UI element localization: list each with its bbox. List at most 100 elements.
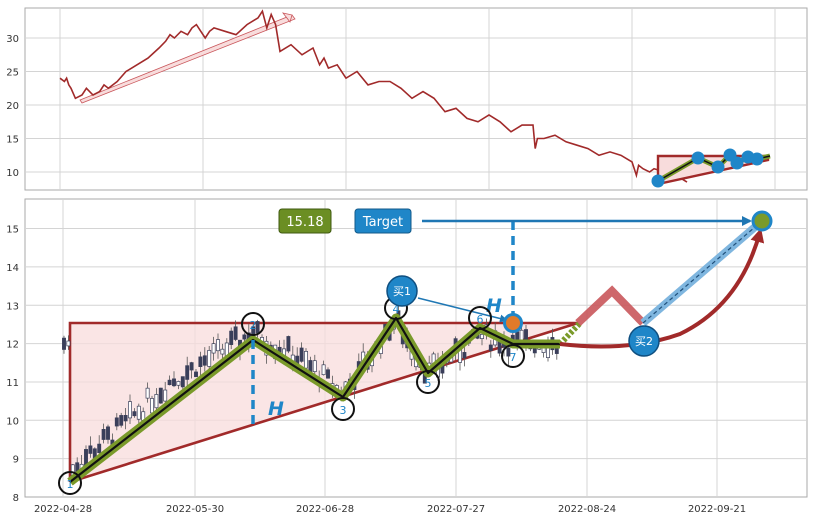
candle-body: [304, 351, 308, 369]
overview-y-tick-label: 20: [6, 101, 19, 112]
candle-body: [106, 426, 110, 440]
candle-body: [163, 389, 168, 402]
overview-point: [691, 151, 705, 165]
overview-y-tick-label: 10: [6, 168, 19, 179]
candle-body: [216, 339, 220, 352]
point-label-5: 5: [425, 377, 432, 390]
candle-body: [66, 340, 71, 347]
candle-body: [233, 326, 238, 340]
point-label-1: 1: [67, 478, 74, 491]
overview-trend-arrowhead: [282, 12, 293, 23]
point-label-6: 6: [477, 313, 484, 326]
point-label-3: 3: [340, 404, 347, 417]
x-tick-label: 2022-06-28: [296, 504, 354, 515]
candle-body: [145, 387, 150, 399]
height-label-1: H: [268, 398, 284, 420]
x-tick-label: 2022-04-28: [34, 504, 92, 515]
y-tick-label: 11: [6, 378, 19, 389]
point-marker-6: [468, 306, 492, 330]
candle-body: [101, 429, 106, 440]
overview-y-tick-label: 25: [6, 68, 19, 79]
candle-body: [158, 387, 163, 404]
point-label-2: 2: [250, 319, 257, 332]
candle-body: [242, 334, 247, 340]
candle-body: [488, 344, 493, 351]
candle-body: [185, 365, 190, 380]
overview-panel: 10 15 20 25 30: [6, 7, 808, 191]
candle-body: [229, 330, 234, 345]
y-tick-label: 12: [6, 340, 19, 351]
support-line: [69, 321, 579, 484]
point-marker-5: [416, 370, 440, 394]
y-tick-label: 15: [6, 225, 19, 236]
candle-body: [506, 347, 511, 357]
candle-body: [326, 369, 330, 379]
buy1-signal: [386, 275, 418, 307]
buy2-signal: [628, 325, 660, 357]
resistance-line: [68, 321, 578, 482]
projection-target-line: [642, 220, 763, 324]
candle-body: [62, 337, 66, 350]
candle-body: [123, 415, 128, 422]
y-tick-label: 14: [6, 263, 19, 274]
x-tick-label: 2022-05-30: [166, 504, 224, 515]
height-label-2: H: [486, 295, 502, 317]
x-tick-label: 2022-08-24: [558, 504, 616, 515]
price-badge-text: 15.18: [286, 215, 323, 230]
target-badge-text: Target: [362, 215, 403, 230]
pattern-x-axis: 2022-04-28 2022-05-30 2022-06-28 2022-07-27…: [34, 504, 746, 515]
overview-point: [750, 152, 764, 166]
candle-body: [198, 356, 203, 367]
candle-body: [132, 411, 137, 417]
candle-body: [88, 445, 93, 454]
point-label-7: 7: [510, 351, 517, 364]
candle-body: [176, 381, 181, 386]
candle-body: [194, 371, 198, 378]
overview-point: [651, 174, 665, 188]
buy1-label: 买1: [393, 285, 411, 298]
candle-body: [462, 352, 467, 359]
candle-body: [119, 415, 124, 426]
point-marker-3: [331, 397, 355, 421]
candle-body: [189, 362, 194, 371]
overview-point: [711, 160, 725, 174]
candle-body: [202, 355, 207, 366]
candle-body: [128, 401, 132, 419]
y-tick-label: 8: [13, 493, 19, 504]
overview-trend-arrow: [79, 14, 296, 104]
zigzag-line: [69, 316, 560, 483]
x-tick-label: 2022-07-27: [427, 504, 485, 515]
y-tick-label: 9: [13, 455, 19, 466]
projection-peak: [575, 285, 646, 326]
overview-price-line: [59, 9, 688, 183]
overview-y-axis: 10 15 20 25 30: [6, 34, 19, 179]
pattern-y-axis: 8 9 10 11 12 13 14 15: [6, 225, 19, 504]
buy1-marker: [503, 313, 523, 333]
candle-body: [255, 321, 260, 334]
candle-body: [167, 379, 172, 386]
projection-curve: [559, 228, 765, 349]
candle-body: [480, 334, 484, 339]
overview-mini-pattern: [651, 148, 771, 188]
candle-body: [321, 364, 326, 376]
candle-body: [172, 378, 176, 387]
candle-body: [299, 347, 304, 362]
candle-body: [154, 394, 159, 409]
candle-body: [114, 417, 119, 427]
pattern-point-markers: 1 2 3 4 5 6 7: [58, 296, 525, 495]
x-tick-label: 2022-09-21: [688, 504, 746, 515]
point-marker-1: [58, 471, 82, 495]
overview-point: [730, 156, 744, 170]
candle-body: [312, 360, 317, 372]
overview-y-tick-label: 15: [6, 135, 19, 146]
candle-body: [97, 443, 102, 453]
overview-y-tick-label: 30: [6, 34, 19, 45]
candle-body: [150, 398, 154, 414]
point-marker-7: [501, 344, 525, 368]
target-badge: [354, 208, 412, 234]
candle-body: [286, 336, 291, 352]
candle-body: [136, 405, 141, 420]
buy2-label: 买2: [635, 335, 653, 348]
